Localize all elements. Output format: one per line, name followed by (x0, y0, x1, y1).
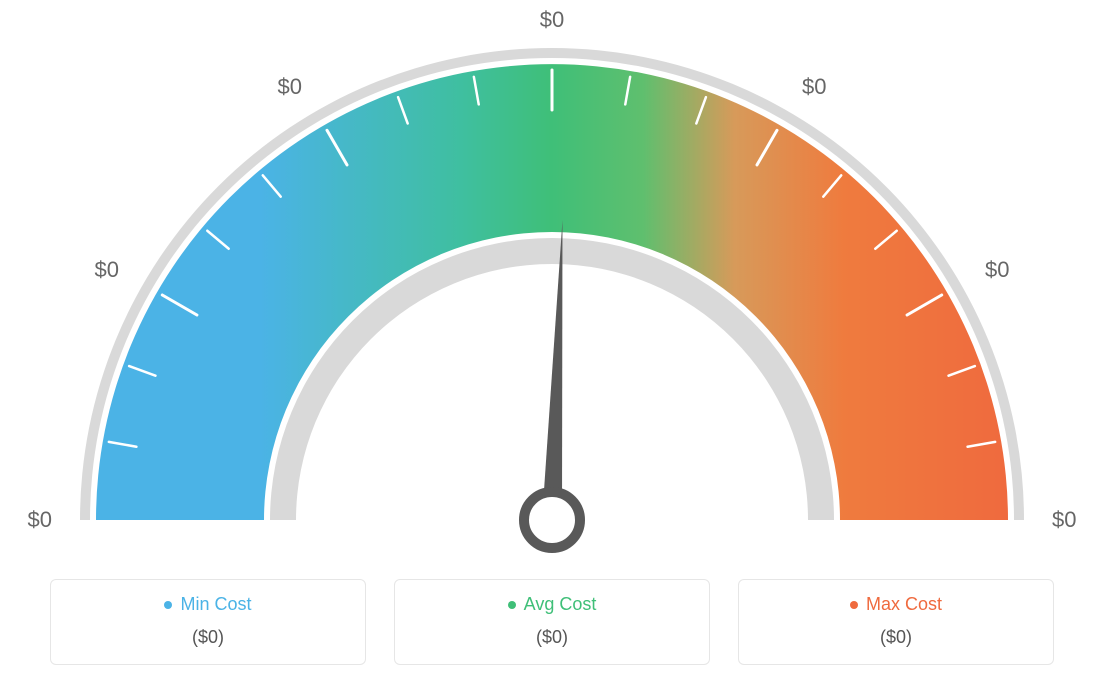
legend-title-avg: Avg Cost (508, 594, 597, 615)
legend-dot-min (164, 601, 172, 609)
legend-dot-avg (508, 601, 516, 609)
legend-value-avg: ($0) (405, 627, 699, 648)
svg-text:$0: $0 (95, 257, 119, 282)
legend-card-min: Min Cost ($0) (50, 579, 366, 665)
legend-label-min: Min Cost (180, 594, 251, 615)
legend-card-max: Max Cost ($0) (738, 579, 1054, 665)
legend-value-min: ($0) (61, 627, 355, 648)
legend-title-min: Min Cost (164, 594, 251, 615)
gauge-chart: $0 $0 $0 $0 $0 $0 $0 (0, 0, 1104, 560)
legend-title-max: Max Cost (850, 594, 942, 615)
legend-dot-max (850, 601, 858, 609)
legend-row: Min Cost ($0) Avg Cost ($0) Max Cost ($0… (50, 579, 1054, 665)
svg-text:$0: $0 (985, 257, 1009, 282)
gauge-cost-widget: $0 $0 $0 $0 $0 $0 $0 Min Cost ($0) Avg Cost ($… (0, 0, 1104, 690)
svg-text:$0: $0 (1052, 507, 1076, 532)
legend-label-avg: Avg Cost (524, 594, 597, 615)
svg-text:$0: $0 (540, 7, 564, 32)
legend-card-avg: Avg Cost ($0) (394, 579, 710, 665)
gauge-svg: $0 $0 $0 $0 $0 $0 $0 (0, 0, 1104, 560)
svg-text:$0: $0 (28, 507, 52, 532)
legend-value-max: ($0) (749, 627, 1043, 648)
svg-text:$0: $0 (278, 74, 302, 99)
svg-text:$0: $0 (802, 74, 826, 99)
legend-label-max: Max Cost (866, 594, 942, 615)
